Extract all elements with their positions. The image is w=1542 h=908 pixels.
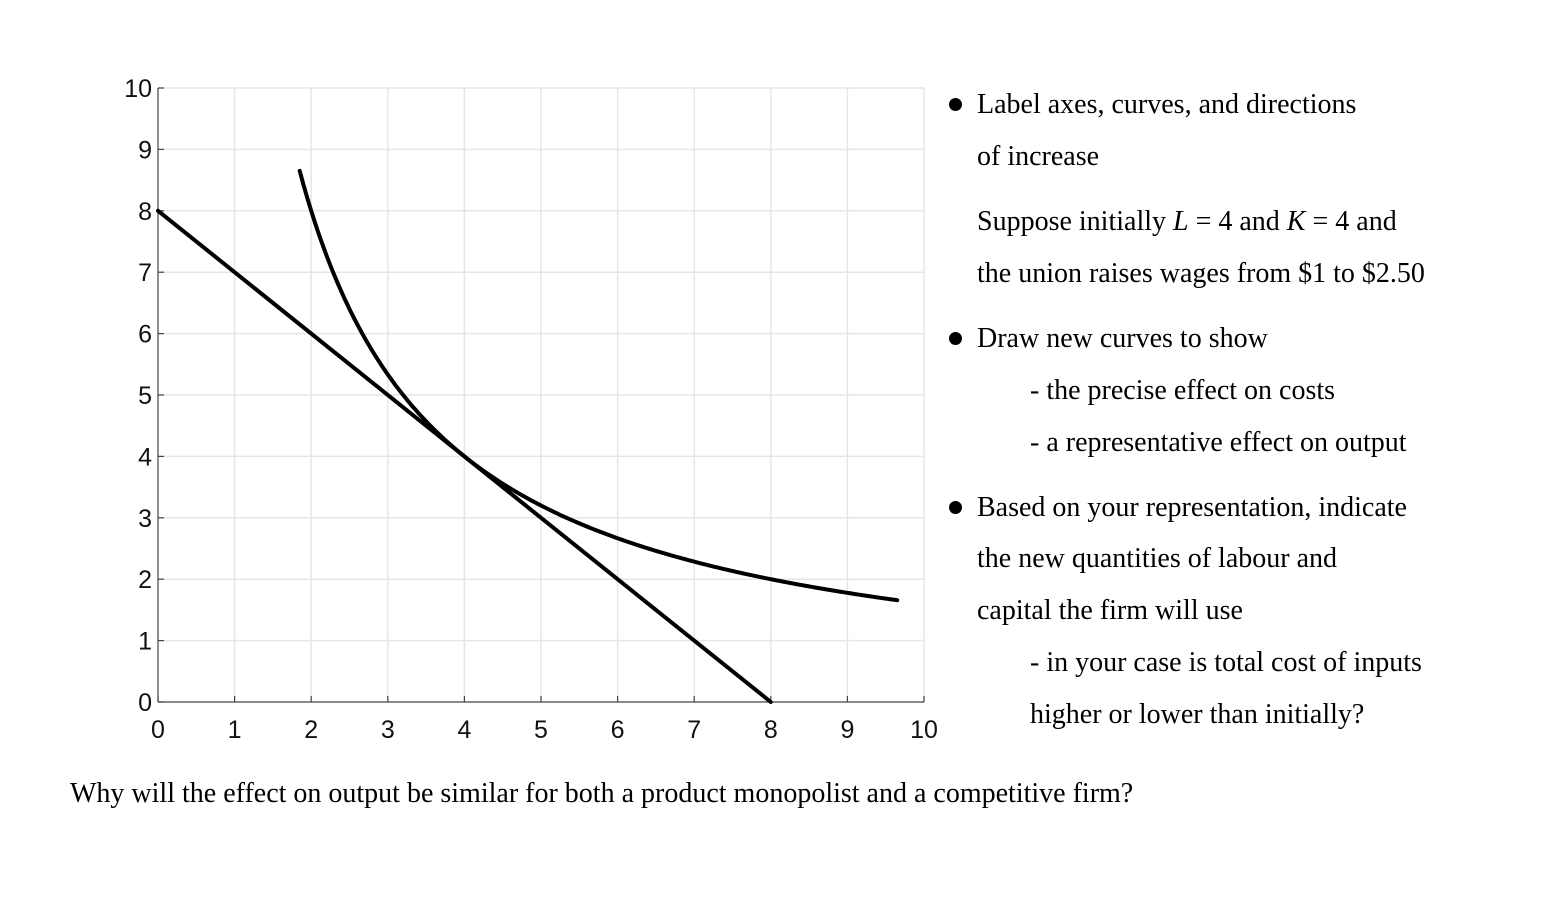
- y-tick-label-5: 5: [138, 382, 152, 410]
- y-tick-label-3: 3: [138, 505, 152, 533]
- bullet-2-sub-1: - the precise effect on costs: [1030, 375, 1336, 406]
- y-tick-label-9: 9: [138, 136, 152, 164]
- y-tick-label-10: 10: [124, 75, 152, 103]
- y-tick-label-2: 2: [138, 566, 152, 594]
- y-tick-label-0: 0: [138, 689, 152, 717]
- bullet-3-sub-2: higher or lower than initially?: [1030, 699, 1365, 730]
- series-layer: [156, 168, 900, 704]
- suppose-eq-K: = 4 and: [1305, 206, 1397, 237]
- x-tick-label-5: 5: [534, 716, 548, 744]
- suppose-prefix: Suppose initially: [977, 206, 1173, 237]
- y-tick-label-1: 1: [138, 628, 152, 656]
- x-tick-label-8: 8: [764, 716, 778, 744]
- bullet-2-dot: [949, 332, 962, 345]
- y-axis-ticks: 0 1 2 3 4 5 6 7 8 9 10: [124, 75, 164, 717]
- x-tick-label-2: 2: [304, 716, 318, 744]
- x-tick-label-10: 10: [910, 716, 938, 744]
- y-tick-label-7: 7: [138, 259, 152, 287]
- bullet-1-line-2: of increase: [977, 141, 1100, 172]
- bullet-3-dot: [949, 501, 962, 514]
- bottom-question: Why will the effect on output be similar…: [70, 778, 1134, 809]
- bullet-3-sub-1: - in your case is total cost of inputs: [1030, 647, 1422, 678]
- suppose-line-1: Suppose initially L = 4 and K = 4 and: [977, 208, 1397, 236]
- bullet-3-line-1: Based on your representation, indicate: [977, 492, 1407, 523]
- variable-K: K: [1286, 206, 1306, 237]
- x-tick-label-7: 7: [687, 716, 701, 744]
- x-tick-label-3: 3: [381, 716, 395, 744]
- suppose-eq-L: = 4 and: [1188, 206, 1287, 237]
- bullet-2-sub-2: - a representative effect on output: [1030, 427, 1407, 458]
- isoquant-curve: [297, 168, 900, 603]
- bullet-3-line-2: the new quantities of labour and: [977, 543, 1338, 574]
- isoquant-chart: 0 1 2 3 4 5 6 7 8 9 10 0 1 2 3 4 5 6 7 8 9 10: [124, 75, 938, 744]
- suppose-line-2: the union raises wages from $1 to $2.50: [977, 258, 1425, 289]
- y-tick-label-6: 6: [138, 321, 152, 349]
- x-tick-label-0: 0: [151, 716, 165, 744]
- x-tick-label-6: 6: [611, 716, 625, 744]
- y-tick-label-4: 4: [138, 443, 152, 471]
- x-axis-ticks: 0 1 2 3 4 5 6 7 8 9 10: [151, 696, 938, 744]
- bullet-3-line-3: capital the firm will use: [977, 595, 1243, 626]
- grid-lines: [158, 87, 925, 702]
- bullet-1-line-1: Label axes, curves, and directions: [977, 89, 1357, 120]
- x-tick-label-1: 1: [228, 716, 242, 744]
- x-tick-label-4: 4: [457, 716, 471, 744]
- bullet-1-dot: [949, 98, 962, 111]
- variable-L: L: [1173, 206, 1189, 237]
- bullet-2-line-1: Draw new curves to show: [977, 323, 1268, 354]
- x-tick-label-9: 9: [840, 716, 854, 744]
- y-tick-label-8: 8: [138, 198, 152, 226]
